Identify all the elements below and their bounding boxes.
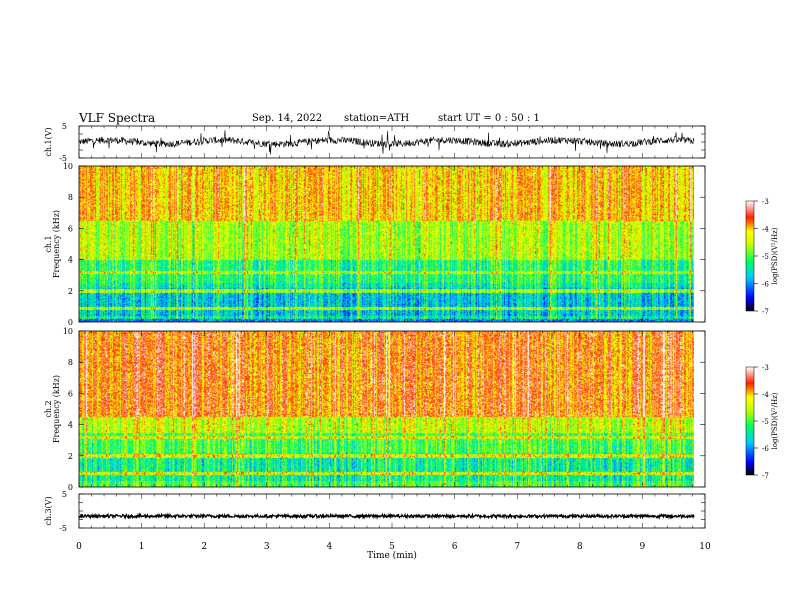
colorbar-tick-label: -5 xyxy=(762,418,769,426)
x-tick-label: 2 xyxy=(201,542,207,552)
colorbar xyxy=(745,366,755,476)
x-tick-label: 0 xyxy=(76,542,82,552)
x-tick-label: 10 xyxy=(699,542,711,552)
colorbar-label: log(PSD)(V²/Hz) xyxy=(771,392,779,449)
x-tick-label: 7 xyxy=(514,542,520,552)
y-label-channel: ch.2 xyxy=(44,400,53,417)
panel-frame xyxy=(78,493,706,529)
y-tick-label: 2 xyxy=(68,287,73,296)
y-tick-label: 4 xyxy=(68,421,73,430)
y-label: ch.1(V) xyxy=(44,127,53,156)
y-label-frequency: Frequency (kHz) xyxy=(52,375,61,443)
y-tick-label: 0 xyxy=(68,318,73,327)
y-tick-label: 10 xyxy=(63,327,73,336)
x-tick-label: 6 xyxy=(452,542,458,552)
spectrogram-image xyxy=(79,331,694,487)
y-tick-label: 5 xyxy=(62,122,67,131)
y-tick-label: 4 xyxy=(68,256,73,265)
colorbar xyxy=(745,200,755,312)
y-tick-label: 2 xyxy=(68,452,73,461)
y-label-channel: ch.1 xyxy=(44,235,53,252)
x-tick-label: 5 xyxy=(389,542,395,552)
date-label: Sep. 14, 2022 xyxy=(252,113,323,124)
colorbar-tick-label: -6 xyxy=(762,281,769,289)
colorbar-tick-label: -7 xyxy=(762,308,769,316)
y-tick-label: 8 xyxy=(68,358,73,367)
x-tick-label: 3 xyxy=(264,542,270,552)
colorbar-tick-label: -6 xyxy=(762,445,769,453)
station-label: station=ATH xyxy=(344,113,410,124)
spectrogram-image xyxy=(79,166,694,322)
colorbar-tick-label: -3 xyxy=(762,364,769,372)
colorbar-label: log(PSD)(V²/Hz) xyxy=(771,227,779,284)
waveform-line xyxy=(78,130,695,155)
start-time-label: start UT = 0 : 50 : 1 xyxy=(438,113,540,124)
y-tick-label: -5 xyxy=(59,154,67,163)
panel-1: 5 -5 ch.1(V) xyxy=(44,122,706,163)
y-label-frequency: Frequency (kHz) xyxy=(52,210,61,278)
panel-2: -3 -4 -5 -6 -7 log(PSD)(V²/Hz) 0 2 4 6 8 10 ch.1 Freq… xyxy=(44,162,779,327)
colorbar-tick-label: -4 xyxy=(762,226,769,234)
y-tick-label: 6 xyxy=(68,224,73,233)
panel-frame xyxy=(78,165,706,323)
x-tick-label: 9 xyxy=(640,542,646,552)
y-label: ch.3(V) xyxy=(44,496,53,525)
x-tick-label: 8 xyxy=(577,542,583,552)
y-tick-label: -5 xyxy=(59,524,67,533)
x-axis-label: Time (min) xyxy=(367,550,417,561)
y-tick-label: 6 xyxy=(68,389,73,398)
panel-3: -3 -4 -5 -6 -7 log(PSD)(V²/Hz) 0 2 4 6 8 10 ch.2 Freq… xyxy=(44,327,779,492)
y-tick-label: 8 xyxy=(68,193,73,202)
colorbar-tick-label: -7 xyxy=(762,472,769,480)
panel-4: 5 -5 ch.3(V) xyxy=(44,490,706,533)
chart-title: VLF Spectra xyxy=(79,111,156,125)
colorbar-tick-label: -3 xyxy=(762,198,769,206)
panel-frame xyxy=(78,330,706,488)
colorbar-tick-label: -5 xyxy=(762,253,769,261)
x-tick-label: 4 xyxy=(327,542,333,552)
y-tick-label: 0 xyxy=(68,483,73,492)
waveform-line xyxy=(78,512,695,520)
x-tick-label: 1 xyxy=(139,542,145,552)
y-tick-label: 5 xyxy=(62,490,67,499)
colorbar-tick-label: -4 xyxy=(762,391,769,399)
panel-frame xyxy=(78,125,706,159)
y-tick-label: 10 xyxy=(63,162,73,171)
